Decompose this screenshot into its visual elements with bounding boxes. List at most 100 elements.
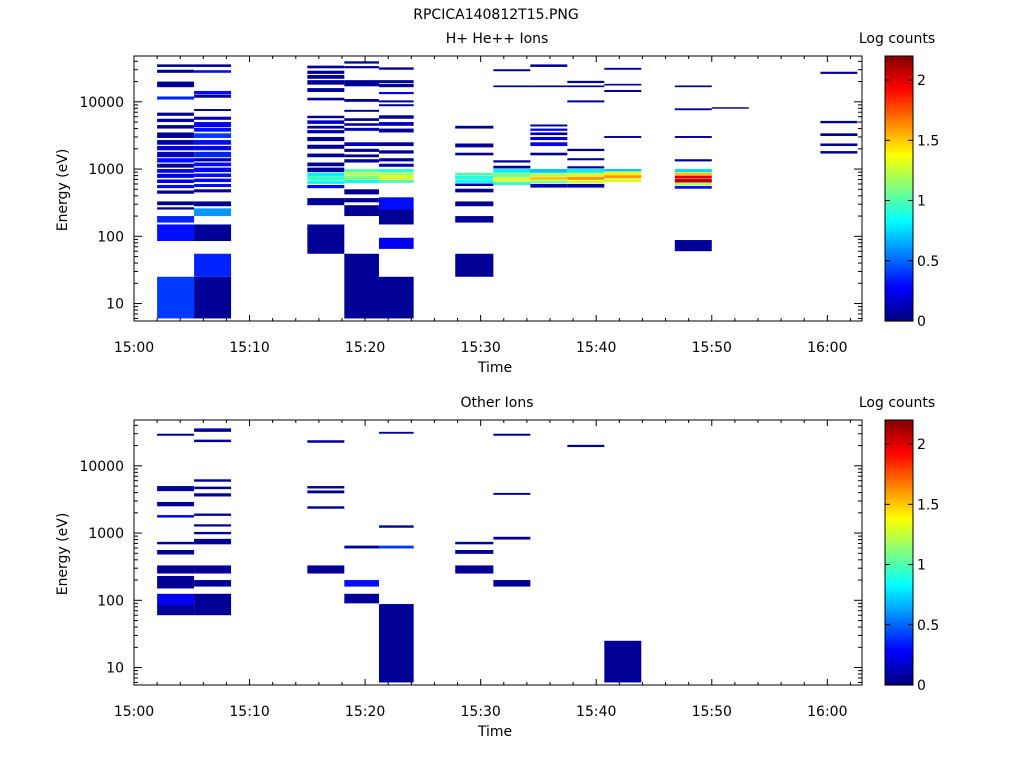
colorbar-segment: [885, 481, 913, 485]
colorbar-segment: [885, 446, 913, 450]
colorbar-segment: [885, 245, 913, 249]
heatmap-cell: [157, 501, 195, 507]
heatmap-cell: [344, 253, 379, 319]
colorbar-segment: [885, 58, 913, 62]
colorbar-segment: [885, 676, 913, 679]
colorbar-segment: [885, 448, 913, 452]
y-tick-label: 100: [97, 229, 124, 245]
heatmap-cell: [674, 179, 712, 183]
heatmap-cell: [157, 184, 195, 189]
colorbar-segment: [885, 248, 913, 251]
colorbar-segment: [885, 612, 913, 615]
heatmap-cell: [194, 127, 232, 132]
colorbar-tick-label: 0.5: [917, 618, 939, 634]
colorbar-segment: [885, 537, 913, 540]
x-tick-label: 15:50: [692, 704, 732, 720]
heatmap-cell: [378, 115, 414, 119]
x-axis-label: Time: [477, 360, 512, 376]
heatmap-cell: [307, 184, 345, 189]
heatmap-cell: [194, 183, 232, 188]
x-tick-label: 15:30: [460, 704, 500, 720]
heatmap-cell: [157, 515, 195, 518]
heatmap-cell: [157, 132, 195, 138]
heatmap-cell: [604, 67, 642, 70]
y-tick-label: 1000: [88, 526, 124, 542]
colorbar-segment: [885, 539, 913, 543]
heatmap-cell: [194, 133, 232, 138]
colorbar-segment: [885, 104, 913, 108]
heatmap-cell: [530, 173, 568, 177]
colorbar-segment: [885, 673, 913, 677]
colorbar-segment: [885, 492, 913, 496]
colorbar-segment: [885, 64, 913, 68]
x-tick-label: 15:30: [460, 340, 500, 356]
heatmap-cell: [674, 159, 712, 162]
heatmap-cell: [378, 209, 414, 225]
heatmap-cell: [378, 175, 414, 180]
colorbar-segment: [885, 177, 913, 181]
panel-h-he-ions: H+ He++ Ions Log counts Time Energy (eV)…: [55, 31, 939, 376]
colorbar-frame: [884, 55, 914, 322]
colorbar-segment: [885, 490, 913, 494]
colorbar-segment: [885, 146, 913, 150]
colorbar-segment: [885, 645, 913, 649]
colorbar-segment: [885, 181, 913, 185]
heatmap-cell: [157, 575, 195, 589]
heatmap-cell: [157, 593, 195, 606]
colorbar-segment: [885, 144, 913, 148]
colorbar-segment: [885, 162, 913, 165]
colorbar-segment: [885, 598, 913, 602]
heatmap-cell: [674, 136, 712, 138]
heatmap-cell: [604, 171, 642, 175]
colorbar-segment: [885, 78, 913, 81]
colorbar-segment: [885, 60, 913, 64]
y-tick-label: 100: [97, 593, 124, 609]
heatmap-cell: [378, 91, 414, 95]
heatmap-cell: [307, 125, 345, 129]
colorbar-segment: [885, 106, 913, 110]
colorbar-segment: [885, 583, 913, 587]
y-ticks: 10 100 1000 10000: [79, 424, 862, 683]
colorbar-segment: [885, 232, 913, 236]
colorbar-segment: [885, 497, 913, 501]
heatmap-cell: [157, 151, 195, 158]
colorbar-segment: [885, 226, 913, 229]
colorbar-segment: [885, 179, 913, 183]
heatmap-cell: [604, 175, 642, 179]
heatmap-cell: [307, 167, 345, 173]
heatmap-cell: [344, 580, 379, 587]
heatmap-cell: [455, 125, 494, 129]
colorbar-segment: [885, 142, 913, 145]
colorbar-segment: [885, 561, 913, 565]
heatmap-cell: [378, 197, 414, 210]
colorbar-segment: [885, 170, 913, 174]
colorbar-segment: [885, 159, 913, 163]
heatmap-cell: [378, 150, 414, 154]
colorbar-segment: [885, 97, 913, 101]
colorbar-segment: [885, 305, 913, 309]
heatmap-cell: [344, 169, 379, 173]
figure-title: RPCICA140812T15.PNG: [413, 7, 578, 23]
colorbar-segment: [885, 428, 913, 432]
colorbar-segment: [885, 195, 913, 198]
heatmap-cell: [378, 158, 414, 162]
heatmap-cell: [493, 160, 531, 163]
heatmap-cell: [344, 593, 379, 604]
heatmap-cell: [344, 154, 379, 158]
colorbar-segment: [885, 212, 913, 216]
colorbar-segment: [885, 512, 913, 516]
colorbar-segment: [885, 484, 913, 487]
colorbar-segment: [885, 656, 913, 660]
heatmap-cell: [530, 142, 568, 147]
heatmap-cell: [194, 94, 232, 98]
colorbar-segment: [885, 495, 913, 498]
heatmap-cell: [157, 96, 195, 100]
heatmap-cell: [493, 580, 531, 587]
heatmap-cell: [194, 253, 232, 277]
colorbar-segment: [885, 292, 913, 296]
colorbar-segment: [885, 437, 913, 441]
colorbar-segment: [885, 444, 913, 448]
heatmap-cell: [567, 176, 605, 180]
colorbar-segment: [885, 113, 913, 117]
